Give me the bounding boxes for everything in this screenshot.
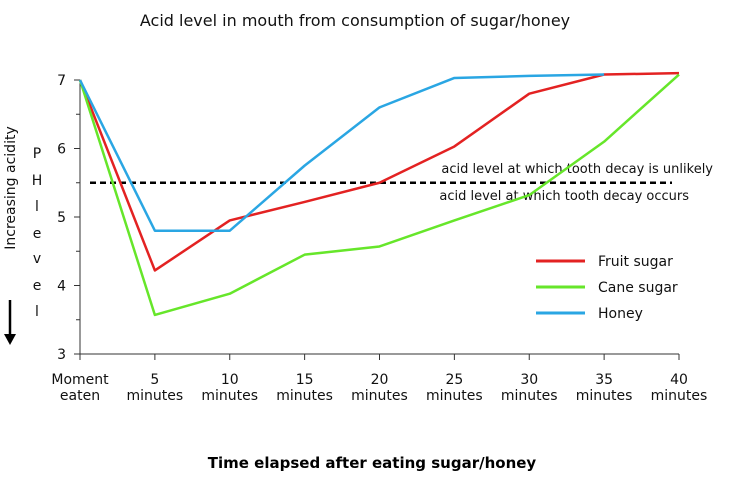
y-tick-label: 5 <box>57 210 66 226</box>
x-ticks: Moment eaten 5 minutes 10 minutes 15 minutes 20 m… <box>51 354 707 404</box>
x-tick-label: 35 minutes <box>576 372 633 404</box>
x-axis-label: Time elapsed after eating sugar/honey <box>208 454 537 472</box>
axes <box>79 80 679 355</box>
x-tick-label: 30 minutes <box>501 372 558 404</box>
chart-title: Acid level in mouth from consumption of … <box>140 11 570 30</box>
y-tick-label: 6 <box>57 142 66 158</box>
x-tick-label: 20 minutes <box>351 372 408 404</box>
y-tick-label: 3 <box>57 347 66 363</box>
legend-label: Cane sugar <box>598 280 678 296</box>
x-tick-label: 15 minutes <box>276 372 333 404</box>
x-tick-label: 25 minutes <box>426 372 483 404</box>
y-tick-label: 4 <box>57 279 66 295</box>
legend-label: Honey <box>598 306 643 322</box>
y-tick-label: 7 <box>57 73 66 89</box>
series-lines <box>78 71 680 317</box>
y-ticks: 3 4 5 6 7 <box>57 73 80 363</box>
threshold: acid level at which tooth decay is unlik… <box>90 162 713 204</box>
x-tick-label: 40 minutes <box>651 372 708 404</box>
threshold-label-below: acid level at which tooth decay occurs <box>439 189 689 204</box>
y-axis-label-acidity: Increasing acidity <box>3 126 19 249</box>
x-tick-label: 10 minutes <box>201 372 258 404</box>
legend-label: Fruit sugar <box>598 254 673 270</box>
threshold-label-above: acid level at which tooth decay is unlik… <box>441 162 713 177</box>
series-line-fruit-sugar <box>78 71 680 272</box>
series-line-cane-sugar <box>78 73 680 317</box>
series-line-honey <box>78 73 605 232</box>
x-tick-label: 5 minutes <box>127 372 184 404</box>
x-tick-label: Moment eaten <box>51 372 109 404</box>
down-arrow-icon <box>4 300 16 345</box>
legend: Fruit sugar Cane sugar Honey <box>536 254 678 322</box>
